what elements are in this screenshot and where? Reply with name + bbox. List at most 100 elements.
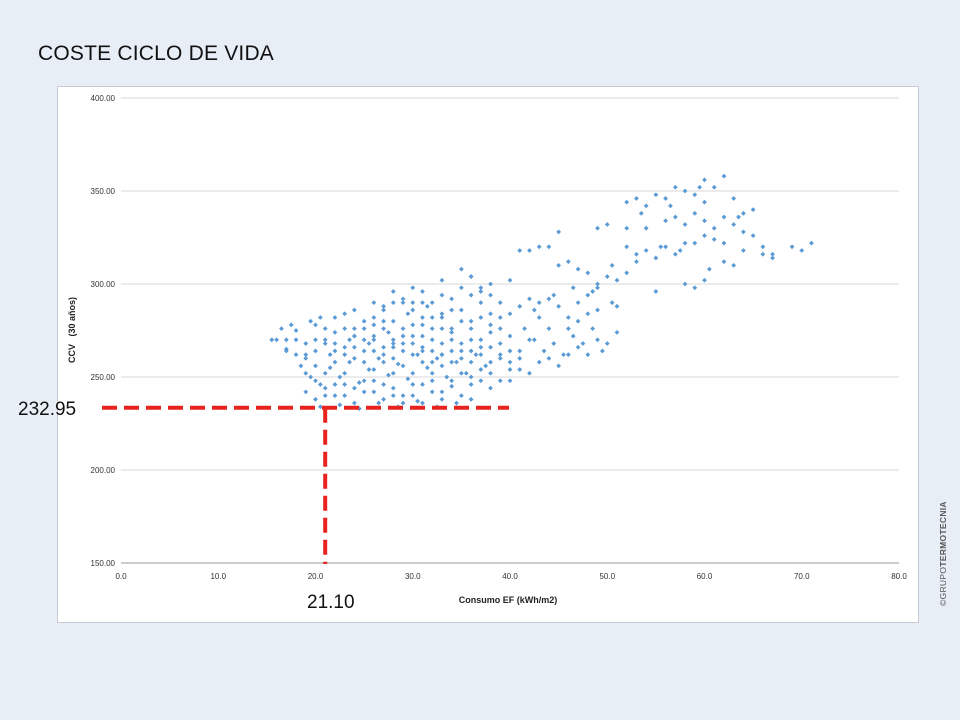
data-point [458,307,464,313]
data-point [420,348,425,354]
data-point [507,277,513,283]
data-point [390,289,396,294]
data-point [352,400,357,406]
data-point [298,363,304,369]
data-point [429,389,435,395]
data-point [483,363,489,369]
data-point [575,300,581,305]
data-point [517,248,523,253]
data-point [405,311,411,317]
data-point [352,356,357,361]
data-point [347,359,352,365]
data-point [439,315,445,320]
data-point [478,378,484,384]
data-point [386,329,391,335]
data-point [595,281,600,287]
data-point [322,326,328,332]
data-point [609,300,615,305]
data-point [497,378,503,384]
data-point [488,385,493,391]
data-point [609,263,615,268]
data-point [322,385,328,391]
data-point [551,292,557,298]
data-point [400,348,406,354]
y-tick-label: 350.00 [91,187,116,196]
data-point [527,337,532,343]
data-point [682,240,688,246]
data-point [371,367,377,372]
data-point [672,214,678,220]
y-axis-label: CCV (30 años) [67,297,77,363]
data-point [288,322,294,328]
chart-panel: 150.00 200.00 250.00 300.00 350.00 400.00 0.0… [57,86,919,623]
data-point [361,389,367,395]
data-point [556,363,562,369]
data-point [697,184,703,190]
data-point [531,337,537,343]
data-point [424,303,430,309]
data-point [721,214,727,220]
data-point [332,359,338,365]
data-point [371,348,377,354]
data-point [575,344,581,350]
data-point [643,225,649,231]
data-point [313,396,318,402]
data-point [692,192,698,198]
data-point [376,400,382,406]
data-point [473,352,479,358]
data-point [711,225,717,231]
data-point [293,328,299,333]
data-point [517,303,523,309]
data-point [342,311,348,317]
data-point [507,367,513,372]
data-point [317,315,323,320]
data-point [400,296,406,302]
data-point [415,398,421,404]
data-point [541,348,547,354]
data-point [750,233,756,239]
data-point [507,359,513,365]
data-point [342,393,348,398]
data-point [313,348,318,354]
data-point [546,326,552,332]
data-point [361,326,367,332]
data-point [458,348,464,354]
y-tick-label: 200.00 [91,466,116,475]
data-point [361,378,367,384]
data-point [274,337,279,343]
data-point [527,370,532,376]
data-point [692,285,698,291]
data-point [449,296,455,302]
data-point [663,244,668,250]
data-point [361,337,367,343]
data-point [308,318,314,324]
data-point [352,385,357,391]
data-point [527,296,532,302]
data-point [507,348,513,354]
data-point [381,303,386,309]
data-point [468,326,474,332]
data-point [449,326,455,332]
data-point [313,378,318,384]
data-point [449,307,455,313]
data-point [760,244,766,250]
data-point [303,370,309,376]
data-point [663,218,668,224]
data-point [332,393,338,398]
data-point [458,318,464,324]
data-point [410,300,416,305]
data-point [332,329,338,335]
data-point [599,348,605,354]
data-point [279,326,284,332]
data-point [376,356,382,361]
data-point [468,348,474,354]
data-point [721,259,727,265]
data-point [668,203,673,209]
data-point [643,203,649,209]
data-point [371,300,377,305]
data-point [585,311,591,317]
y-tick-labels: 150.00 200.00 250.00 300.00 350.00 400.00 [91,94,116,568]
data-point [420,333,425,339]
data-point [590,326,596,332]
data-point [390,318,396,324]
